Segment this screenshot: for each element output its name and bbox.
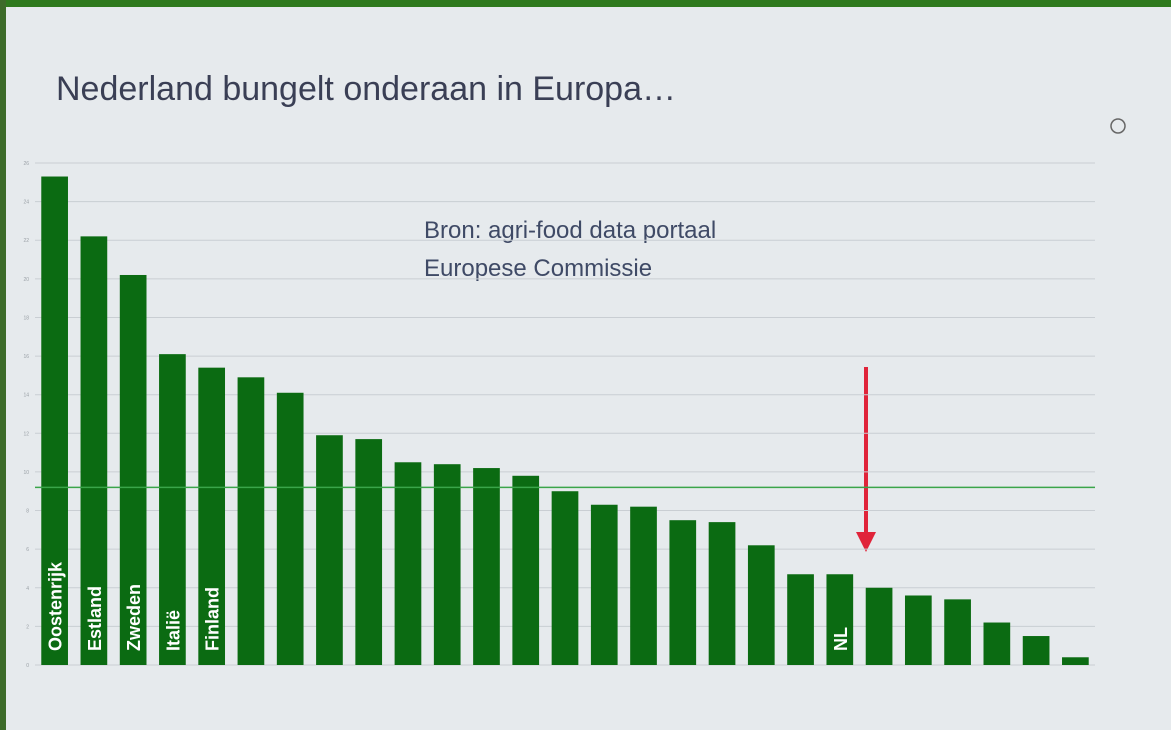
y-tick-label: 14 [23,393,29,399]
bar [591,505,618,665]
bar [787,574,814,665]
bar [552,491,579,665]
y-tick-label: 18 [23,315,29,321]
bar-label: NL [831,627,851,651]
y-tick-label: 0 [26,663,29,669]
y-tick-label: 6 [26,547,29,553]
bar [316,435,343,665]
bar-label: Estland [85,586,105,651]
bar [669,520,696,665]
y-tick-label: 20 [23,277,29,283]
y-tick-label: 10 [23,470,29,476]
bar [473,468,500,665]
bar [238,377,265,665]
page: Nederland bungelt onderaan in Europa… Br… [0,0,1171,730]
bar [1062,657,1089,665]
bar [395,462,422,665]
chart-title: Nederland bungelt onderaan in Europa… [56,70,676,108]
chart: Nederland bungelt onderaan in Europa… Br… [0,0,1171,730]
y-tick-label: 12 [23,431,29,437]
y-tick-label: 8 [26,509,29,515]
bar [866,588,893,665]
y-tick-label: 24 [23,200,29,206]
bar [905,595,932,665]
top-border [0,0,1171,7]
bar-label: Italië [163,610,183,651]
bar [355,439,382,665]
y-tick-label: 16 [23,354,29,360]
y-tick-label: 26 [23,161,29,167]
bar [512,476,539,665]
y-tick-label: 22 [23,238,29,244]
bar [630,507,657,665]
bar [944,599,971,665]
y-tick-label: 4 [26,586,29,592]
left-border [0,0,6,730]
bar [984,623,1011,665]
bar-label: Zweden [124,584,144,651]
bar [748,545,775,665]
bar-label: Finland [203,587,223,651]
y-tick-label: 2 [26,624,29,630]
bar-label: Oostenrijk [46,561,66,651]
annotation: Europese Commissie [424,255,652,282]
bar [709,522,736,665]
bar [434,464,461,665]
bar [1023,636,1050,665]
bar [277,393,304,665]
